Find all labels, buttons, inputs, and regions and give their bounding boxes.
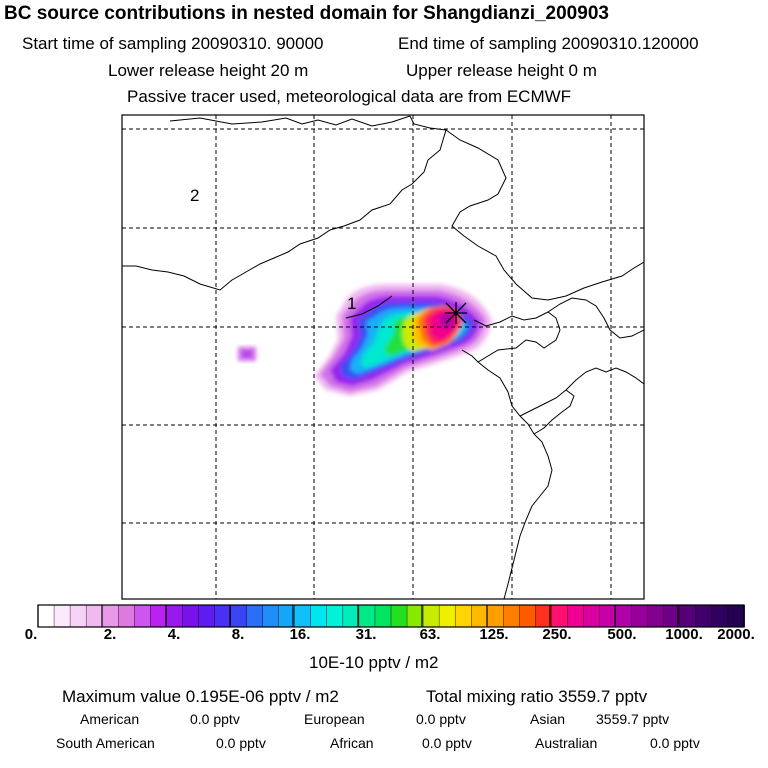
colorbar-cell xyxy=(342,604,360,628)
colorbar-tick-label: 125. xyxy=(479,626,509,643)
colorbar-cell xyxy=(118,604,136,628)
colorbar-tick-label: 63. xyxy=(419,626,441,643)
x-marker-icon xyxy=(445,302,467,324)
max-value-label: Maximum value 0.195E-06 pptv / m2 xyxy=(62,687,339,706)
african-label: African xyxy=(330,735,374,751)
colorbar-cell xyxy=(198,604,216,628)
south-american-value: 0.0 pptv xyxy=(216,735,266,751)
colorbar-cell xyxy=(69,604,87,628)
colorbar-cell xyxy=(230,604,248,628)
region-label-1: 1 xyxy=(347,294,356,313)
colorbar-cell xyxy=(599,604,617,628)
colorbar-cell xyxy=(214,604,232,628)
colorbar-cell xyxy=(438,604,456,628)
american-label: American xyxy=(80,711,140,727)
colorbar-cell xyxy=(262,604,280,628)
colorbar-cell xyxy=(487,604,505,628)
colorbar-cell xyxy=(727,604,745,628)
colorbar-tick-label: 500. xyxy=(607,626,637,643)
colorbar-unit-label: 10E-10 pptv / m2 xyxy=(309,653,439,672)
colorbar-cell xyxy=(406,604,424,628)
end-time-label: End time of sampling 20090310.120000 xyxy=(398,34,699,53)
colorbar-tick-label: 2000. xyxy=(717,626,755,643)
colorbar-cell xyxy=(679,604,697,628)
colorbar-cell xyxy=(182,604,200,628)
colorbar-cell xyxy=(294,604,312,628)
lower-release-label: Lower release height 20 m xyxy=(108,61,309,80)
colorbar-cell xyxy=(503,604,521,628)
total-mixing-label: Total mixing ratio 3559.7 pptv xyxy=(426,687,648,706)
colorbar-cell xyxy=(519,604,537,628)
colorbar-cell xyxy=(647,604,665,628)
colorbar-cell xyxy=(53,604,71,628)
colorbar-cell xyxy=(390,604,408,628)
colorbar-cell xyxy=(374,604,392,628)
region-label-2: 2 xyxy=(190,186,199,205)
colorbar-cell xyxy=(85,604,103,628)
lat-lon-grid xyxy=(122,115,644,599)
start-time-label: Start time of sampling 20090310. 90000 xyxy=(22,34,324,53)
south-american-label: South American xyxy=(56,735,155,751)
colorbar-cell xyxy=(101,604,120,628)
american-value: 0.0 pptv xyxy=(190,711,240,727)
colorbar-cell xyxy=(310,604,328,628)
colorbar-cell xyxy=(37,604,55,628)
colorbar-tick-label: 2. xyxy=(103,626,117,643)
colorbar-cell xyxy=(134,604,152,628)
colorbar-tick-label: 0. xyxy=(24,626,38,643)
african-value: 0.0 pptv xyxy=(422,735,472,751)
australian-label: Australian xyxy=(535,735,598,751)
info-line: Passive tracer used, meteorological data… xyxy=(127,87,572,106)
map-frame xyxy=(121,114,645,600)
upper-release-label: Upper release height 0 m xyxy=(406,61,597,80)
european-value: 0.0 pptv xyxy=(416,711,466,727)
european-label: European xyxy=(304,711,365,727)
australian-value: 0.0 pptv xyxy=(650,735,700,751)
colorbar-cell xyxy=(695,604,713,628)
asian-label: Asian xyxy=(530,711,566,727)
plot-title: BC source contributions in nested domain… xyxy=(4,3,609,24)
colorbar-cell xyxy=(615,604,633,628)
colorbar-cell xyxy=(422,604,440,628)
colorbar-cell xyxy=(166,604,184,628)
colorbar-cell xyxy=(711,604,729,628)
colorbar-cell xyxy=(551,604,569,628)
colorbar-cell xyxy=(358,604,376,628)
colorbar-cell xyxy=(326,604,344,628)
colorbar-tick-label: 8. xyxy=(231,626,245,643)
colorbar-tick-label: 16. xyxy=(289,626,311,643)
colorbar-cell xyxy=(454,604,473,628)
colorbar-cell xyxy=(567,604,585,628)
colorbar-cell xyxy=(246,604,264,628)
country-borders xyxy=(122,115,644,599)
colorbar-tick-label: 4. xyxy=(167,626,181,643)
asian-value: 3559.7 pptv xyxy=(596,711,670,727)
colorbar-cell xyxy=(583,604,601,628)
colorbar-tick-label: 1000. xyxy=(665,626,703,643)
colorbar-cell xyxy=(150,604,168,628)
colorbar-tick-label: 250. xyxy=(542,626,572,643)
colorbar-cell xyxy=(631,604,649,628)
colorbar-cell xyxy=(471,604,489,628)
colorbar-tick-label: 31. xyxy=(355,626,377,643)
